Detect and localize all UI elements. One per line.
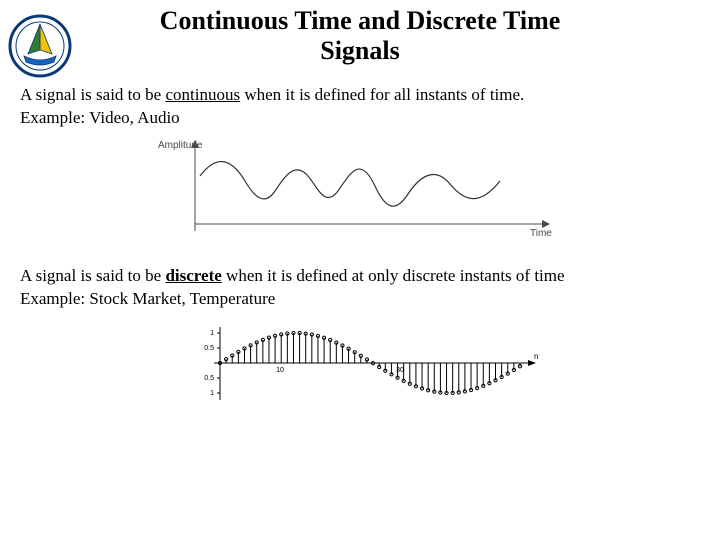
continuous-definition: A signal is said to be continuous when i… xyxy=(20,84,700,130)
discrete-definition: A signal is said to be discrete when it … xyxy=(20,265,700,311)
svg-text:10: 10 xyxy=(276,367,284,374)
slide-title: Continuous Time and Discrete Time Signal… xyxy=(60,6,660,66)
university-logo xyxy=(8,14,72,78)
svg-text:0.5: 0.5 xyxy=(204,375,214,382)
para2-suffix: when it is defined at only discrete inst… xyxy=(222,266,565,285)
para1-example: Example: Video, Audio xyxy=(20,108,180,127)
svg-text:1: 1 xyxy=(210,330,214,337)
para2-keyword: discrete xyxy=(165,266,221,285)
discrete-signal-chart: 10.50.511030n xyxy=(0,315,720,415)
svg-text:Amplitude: Amplitude xyxy=(158,140,203,151)
svg-text:0.5: 0.5 xyxy=(204,345,214,352)
para1-prefix: A signal is said to be xyxy=(20,85,165,104)
title-line-1: Continuous Time and Discrete Time xyxy=(160,6,561,35)
title-line-2: Signals xyxy=(320,36,400,65)
para1-suffix: when it is defined for all instants of t… xyxy=(240,85,524,104)
para1-keyword: continuous xyxy=(165,85,240,104)
svg-text:Time: Time xyxy=(530,228,552,239)
svg-text:1: 1 xyxy=(210,390,214,397)
continuous-signal-chart: Amplitude Time xyxy=(0,136,720,251)
para2-example: Example: Stock Market, Temperature xyxy=(20,289,275,308)
para2-prefix: A signal is said to be xyxy=(20,266,165,285)
svg-text:n: n xyxy=(534,352,538,361)
